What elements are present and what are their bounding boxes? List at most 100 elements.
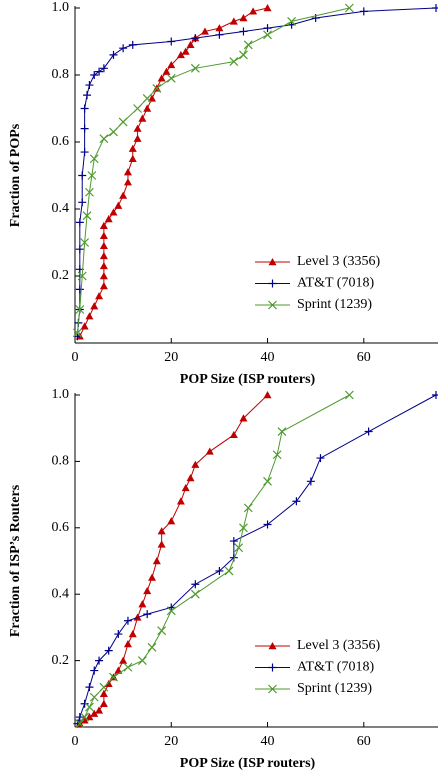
- marker: [123, 616, 132, 625]
- legend-marker: [268, 684, 277, 694]
- marker: [99, 282, 108, 290]
- marker: [191, 34, 200, 43]
- legend-label: Sprint (1239): [297, 297, 372, 312]
- series-line: [76, 7, 350, 334]
- marker: [85, 702, 94, 712]
- x-tick-label: 60: [357, 734, 371, 749]
- marker: [359, 7, 368, 16]
- marker: [316, 454, 325, 463]
- marker: [109, 50, 118, 59]
- marker: [364, 427, 373, 436]
- marker: [75, 305, 85, 314]
- marker: [114, 630, 123, 639]
- legend-label: AT&T (7018): [297, 276, 374, 291]
- marker: [229, 537, 238, 546]
- marker: [152, 557, 161, 565]
- marker: [190, 589, 200, 599]
- marker: [95, 292, 104, 300]
- y-tick-label: 0.2: [52, 653, 70, 668]
- marker: [137, 656, 147, 666]
- marker: [162, 67, 171, 75]
- marker: [114, 201, 123, 209]
- marker: [119, 44, 128, 53]
- marker: [104, 646, 113, 655]
- marker: [75, 713, 84, 722]
- marker: [148, 573, 157, 581]
- marker: [78, 171, 87, 180]
- marker: [166, 606, 176, 616]
- marker: [99, 272, 108, 280]
- marker: [75, 285, 84, 294]
- marker: [143, 104, 152, 112]
- legend-marker: [268, 279, 277, 288]
- marker: [85, 81, 94, 90]
- marker: [99, 231, 108, 239]
- y-tick-label: 0.6: [52, 134, 70, 149]
- legend-marker: [268, 663, 277, 672]
- marker: [147, 642, 157, 652]
- marker: [104, 215, 113, 223]
- marker: [133, 124, 142, 132]
- marker: [157, 540, 166, 548]
- marker: [239, 523, 248, 533]
- marker: [157, 74, 166, 82]
- x-tick-label: 0: [72, 350, 79, 365]
- marker: [287, 16, 297, 26]
- marker: [239, 414, 248, 422]
- marker: [109, 127, 118, 137]
- x-tick-label: 40: [261, 350, 275, 365]
- marker: [119, 191, 128, 199]
- marker: [157, 626, 167, 636]
- marker: [118, 117, 128, 127]
- y-tick-label: 0.8: [52, 67, 70, 82]
- marker: [176, 497, 185, 505]
- marker: [123, 178, 132, 186]
- marker: [80, 238, 90, 247]
- marker: [90, 666, 99, 675]
- marker: [80, 148, 89, 157]
- marker: [87, 171, 97, 180]
- marker: [205, 447, 214, 455]
- marker: [263, 24, 272, 33]
- marker: [75, 719, 85, 729]
- marker: [143, 586, 152, 595]
- marker: [123, 662, 133, 672]
- x-tick-label: 0: [72, 734, 79, 749]
- marker: [128, 40, 137, 49]
- marker: [95, 67, 104, 76]
- marker: [272, 450, 282, 460]
- marker: [239, 14, 248, 22]
- marker: [143, 610, 152, 619]
- marker: [90, 71, 99, 79]
- marker: [133, 134, 142, 142]
- marker: [157, 527, 166, 535]
- marker: [292, 497, 301, 506]
- marker: [99, 261, 108, 270]
- marker: [243, 503, 253, 513]
- marker: [432, 4, 438, 12]
- marker: [83, 91, 92, 100]
- legend-marker: [268, 258, 277, 266]
- marker: [263, 30, 272, 40]
- marker: [99, 699, 108, 707]
- marker: [109, 208, 118, 216]
- marker: [229, 17, 238, 25]
- marker: [89, 692, 99, 702]
- marker: [215, 566, 224, 575]
- marker: [128, 144, 137, 152]
- y-tick-label: 0.8: [52, 454, 70, 469]
- legend-marker: [268, 300, 277, 310]
- legend-label: Sprint (1239): [297, 681, 372, 696]
- marker: [215, 30, 224, 39]
- marker: [306, 477, 315, 486]
- marker: [344, 3, 354, 13]
- marker: [99, 682, 109, 692]
- marker: [215, 24, 224, 32]
- marker: [78, 198, 87, 207]
- y-tick-label: 1.0: [52, 0, 70, 15]
- marker: [148, 94, 157, 102]
- marker: [85, 312, 94, 320]
- legend-label: AT&T (7018): [297, 660, 374, 675]
- marker: [123, 640, 132, 648]
- marker: [99, 221, 108, 229]
